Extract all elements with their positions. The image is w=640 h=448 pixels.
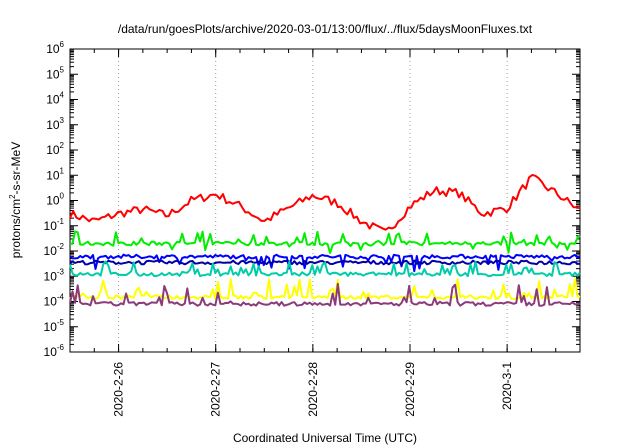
chart-title: /data/run/goesPlots/archive/2020-03-01/1… [118,22,533,36]
series-line-2 [69,253,581,273]
x-tick-label: 2020-2-29 [403,362,417,417]
x-axis-title: Coordinated Universal Time (UTC) [233,431,417,445]
y-tick-label: 10-1 [44,217,65,233]
y-tick-label: 104 [46,91,64,107]
series-line-5 [69,277,581,300]
y-tick-label: 101 [46,166,64,182]
y-tick-label: 105 [46,65,64,81]
y-tick-label: 103 [46,116,64,132]
series-line-6 [69,282,581,307]
x-tick-label: 2020-2-28 [306,362,320,417]
x-tick-label: 2020-2-27 [209,362,223,417]
series-line-0 [69,174,581,231]
grid [118,49,508,352]
y-tick-label: 102 [46,141,64,157]
y-axis-title: protons/cm2-s-sr-MeV [8,142,23,258]
y-tick-label: 100 [46,192,64,208]
x-tick-label: 2020-2-26 [112,362,126,417]
y-tick-label: 10-2 [44,242,65,258]
x-tick-label: 2020-3-1 [500,362,514,410]
y-tick-label: 106 [46,40,64,56]
series-lines [69,174,581,307]
plot-area [69,48,581,353]
y-tick-label: 10-6 [44,343,65,359]
y-axis: 10-6 10-5 10-4 10-3 10-2 10-1 100 101 102 103 104 1… [44,40,580,359]
x-axis: 2020-2-26 2020-2-27 2020-2-28 2020-2-29 2020… [69,49,581,417]
y-tick-label: 10-4 [44,293,65,309]
y-tick-label: 10-5 [44,318,65,334]
series-line-1 [69,230,581,254]
y-tick-label: 10-3 [44,267,65,283]
series-line-4 [69,260,581,278]
